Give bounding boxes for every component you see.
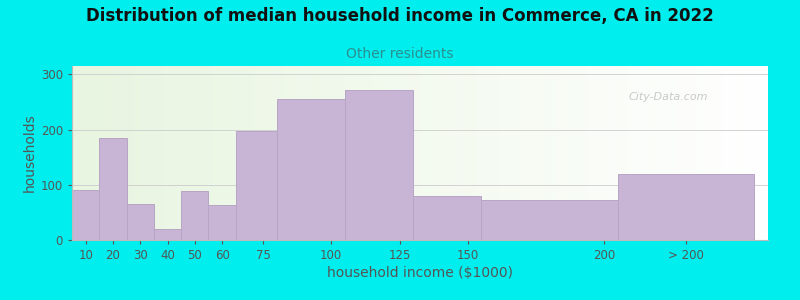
Text: Other residents: Other residents (346, 46, 454, 61)
Bar (345, 90, 413, 240)
Bar (209, 205, 236, 240)
Y-axis label: households: households (22, 114, 37, 192)
X-axis label: household income ($1000): household income ($1000) (327, 266, 513, 280)
Bar (413, 196, 482, 240)
Bar (126, 204, 154, 240)
Bar (154, 229, 181, 240)
Bar (181, 191, 209, 240)
Text: Distribution of median household income in Commerce, CA in 2022: Distribution of median household income … (86, 8, 714, 26)
Bar (236, 130, 277, 240)
Bar (99, 138, 126, 240)
Bar (72, 190, 99, 240)
Text: City-Data.com: City-Data.com (629, 92, 708, 102)
Bar (277, 99, 345, 240)
Bar (482, 200, 618, 240)
Bar (618, 174, 754, 240)
